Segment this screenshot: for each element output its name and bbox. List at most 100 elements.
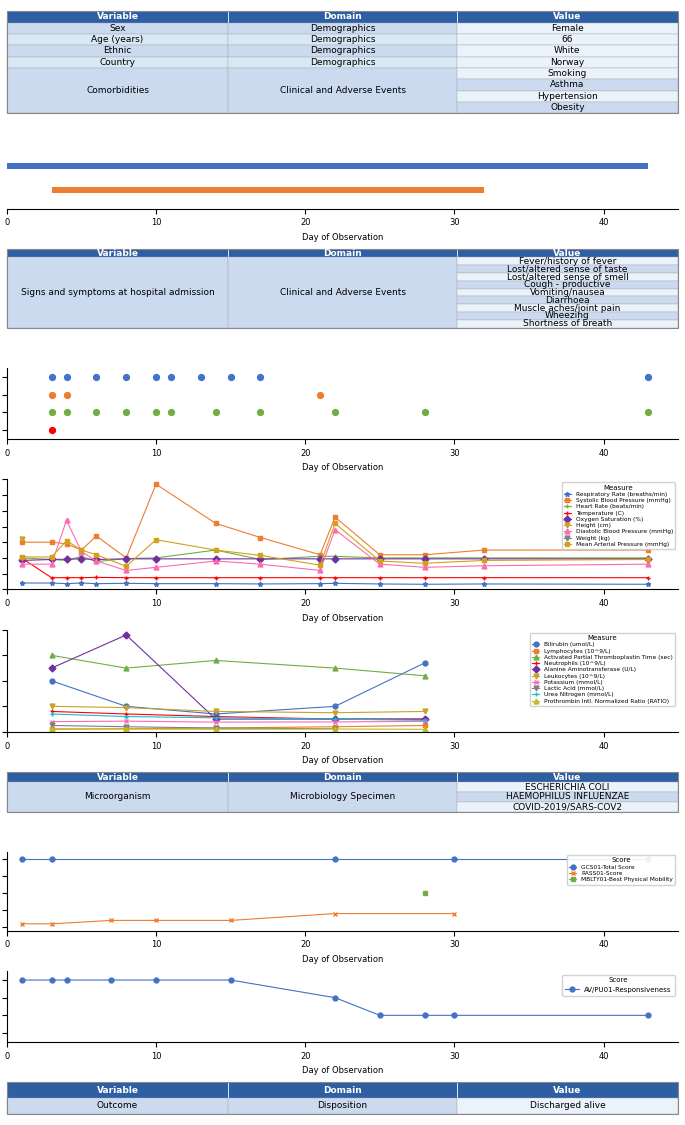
Bar — [228, 258, 457, 327]
Neutrophils (10^9/L) — [122, 708, 130, 721]
Bar — [457, 296, 678, 304]
Bilirubin (umol/L) — [421, 656, 429, 669]
Text: Comorbidities: Comorbidities — [86, 87, 149, 96]
Diastolic Blood Pressure (mmHg) — [331, 523, 339, 537]
Point — [151, 368, 162, 386]
Oxygen Saturation (%) — [331, 552, 339, 566]
Lactic Acid (mmol/L) — [122, 720, 130, 734]
Diastolic Blood Pressure (mmHg) — [421, 560, 429, 574]
Prothrombin Intl. Normalized Ratio (RATIO) — [421, 722, 429, 736]
Oxygen Saturation (%) — [644, 552, 652, 566]
Point — [46, 368, 57, 386]
Bar — [228, 11, 457, 22]
Bar — [228, 782, 457, 811]
Text: Smoking: Smoking — [548, 69, 587, 78]
Text: Variable: Variable — [97, 773, 138, 782]
Text: Age (years): Age (years) — [92, 35, 144, 44]
X-axis label: Day of Observation: Day of Observation — [302, 955, 383, 964]
Text: Female: Female — [551, 24, 584, 33]
Oxygen Saturation (%) — [18, 554, 26, 567]
Text: Domain: Domain — [323, 12, 362, 21]
Legend: Respiratory Rate (breaths/min), Systolic Blood Pressure (mmHg), Heart Rate (beat: Respiratory Rate (breaths/min), Systolic… — [562, 483, 675, 549]
Heart Rate (beats/min) — [77, 550, 86, 564]
Mean Arterial Pressure (mmHg) — [18, 550, 26, 564]
Text: Asthma: Asthma — [550, 80, 584, 89]
Line: Respiratory Rate (breaths/min): Respiratory Rate (breaths/min) — [19, 580, 651, 587]
Respiratory Rate (breaths/min) — [62, 577, 71, 591]
Systolic Blood Pressure (mmHg) — [212, 516, 220, 530]
Oxygen Saturation (%) — [152, 552, 160, 566]
Bar — [7, 773, 228, 782]
Point — [91, 404, 102, 422]
Alanine Aminotransferase (U/L) — [212, 712, 220, 726]
RASS01-Score — [18, 917, 26, 930]
Systolic Blood Pressure (mmHg) — [331, 511, 339, 524]
Temperature (C) — [18, 551, 26, 565]
Heart Rate (beats/min) — [480, 551, 488, 565]
Respiratory Rate (breaths/min) — [480, 577, 488, 591]
Urea Nitrogen (mmol/L) — [331, 712, 339, 726]
Line: Mean Arterial Pressure (mmHg): Mean Arterial Pressure (mmHg) — [19, 521, 651, 569]
Bar — [228, 1098, 457, 1114]
Bilirubin (umol/L) — [47, 674, 55, 687]
Temperature (C) — [62, 570, 71, 584]
Bar — [457, 1098, 678, 1114]
Bar — [7, 163, 648, 169]
Systolic Blood Pressure (mmHg) — [47, 536, 55, 549]
Diastolic Blood Pressure (mmHg) — [77, 544, 86, 558]
Point — [210, 404, 221, 422]
Oxygen Saturation (%) — [256, 552, 264, 566]
Bar — [228, 45, 457, 56]
Mean Arterial Pressure (mmHg) — [47, 550, 55, 564]
Line: Leukocytes (10^9/L): Leukocytes (10^9/L) — [49, 704, 427, 716]
Alanine Aminotransferase (U/L) — [421, 712, 429, 726]
Text: Fever/history of fever: Fever/history of fever — [519, 256, 616, 266]
Temperature (C) — [256, 570, 264, 584]
Diastolic Blood Pressure (mmHg) — [256, 557, 264, 570]
Oxygen Saturation (%) — [421, 552, 429, 566]
Line: GCS01-Total Score: GCS01-Total Score — [19, 856, 651, 862]
Mean Arterial Pressure (mmHg) — [480, 554, 488, 567]
Heart Rate (beats/min) — [47, 552, 55, 566]
Temperature (C) — [421, 570, 429, 584]
Bar — [457, 68, 678, 79]
Systolic Blood Pressure (mmHg) — [375, 548, 384, 561]
Line: Activated Partial Thromboplastin Time (sec): Activated Partial Thromboplastin Time (s… — [49, 652, 427, 678]
Mean Arterial Pressure (mmHg) — [77, 543, 86, 557]
Potassium (mmol/L) — [421, 714, 429, 728]
Respiratory Rate (breaths/min) — [77, 576, 86, 590]
Oxygen Saturation (%) — [77, 552, 86, 566]
Systolic Blood Pressure (mmHg) — [77, 543, 86, 557]
Oxygen Saturation (%) — [480, 552, 488, 566]
Text: Norway: Norway — [550, 57, 584, 66]
Text: Demographics: Demographics — [310, 24, 375, 33]
Bar — [457, 773, 678, 782]
Mean Arterial Pressure (mmHg) — [212, 543, 220, 557]
Point — [61, 368, 72, 386]
Line: Alanine Aminotransferase (U/L): Alanine Aminotransferase (U/L) — [49, 632, 427, 721]
Mean Arterial Pressure (mmHg) — [122, 559, 130, 573]
Lactic Acid (mmol/L) — [212, 721, 220, 735]
Bar — [457, 45, 678, 56]
Oxygen Saturation (%) — [375, 552, 384, 566]
Leukocytes (10^9/L) — [331, 706, 339, 720]
Bar — [228, 68, 457, 114]
Mean Arterial Pressure (mmHg) — [375, 555, 384, 568]
Legend: GCS01-Total Score, RASS01-Score, MBLTY01-Best Physical Mobility: GCS01-Total Score, RASS01-Score, MBLTY01… — [567, 855, 675, 884]
Temperature (C) — [122, 570, 130, 584]
Bar — [228, 250, 457, 258]
Text: Value: Value — [553, 249, 582, 258]
Respiratory Rate (breaths/min) — [122, 577, 130, 591]
Text: Demographics: Demographics — [310, 35, 375, 44]
Temperature (C) — [644, 570, 652, 584]
Respiratory Rate (breaths/min) — [92, 577, 101, 591]
Legend: AV/PU01-Responsiveness: AV/PU01-Responsiveness — [562, 974, 675, 996]
Text: Microorganism: Microorganism — [84, 792, 151, 801]
Text: Demographics: Demographics — [310, 46, 375, 55]
Systolic Blood Pressure (mmHg) — [316, 548, 324, 561]
Bar — [457, 11, 678, 22]
Point — [255, 404, 266, 422]
Respiratory Rate (breaths/min) — [421, 577, 429, 591]
Respiratory Rate (breaths/min) — [375, 577, 384, 591]
Temperature (C) — [212, 570, 220, 584]
